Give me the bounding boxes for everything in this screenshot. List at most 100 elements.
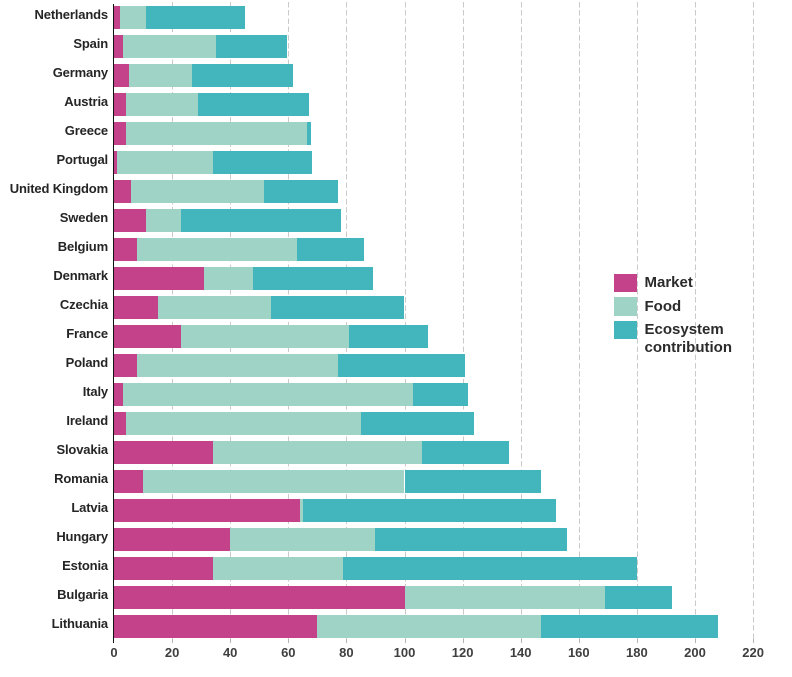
bar-segment-ecosystem-contribution: [180, 209, 341, 232]
x-tick-label-20: 20: [164, 645, 180, 660]
bar-segment-market: [114, 64, 129, 87]
bar-segment-market: [114, 238, 138, 261]
bar-segment-food: [212, 441, 422, 464]
bar-segment-food: [125, 93, 199, 116]
bar-segment-food: [299, 499, 303, 522]
bar-row-sweden: [114, 209, 341, 232]
gridline-160: [578, 2, 580, 641]
bar-row-czechia: [114, 296, 405, 319]
x-tick-180: [636, 638, 638, 643]
x-tick-200: [695, 638, 696, 643]
category-label-austria: Austria: [64, 94, 108, 110]
gridline-180: [636, 2, 638, 641]
gridline-200: [695, 2, 696, 641]
bar-segment-market: [114, 93, 126, 116]
bar-segment-market: [114, 151, 117, 174]
bar-row-greece: [114, 122, 311, 145]
category-label-bulgaria: Bulgaria: [57, 587, 108, 603]
bar-segment-market: [114, 615, 318, 638]
bar-segment-ecosystem-contribution: [604, 586, 672, 609]
bar-segment-ecosystem-contribution: [302, 499, 556, 522]
bar-segment-ecosystem-contribution: [307, 122, 311, 145]
bar-segment-food: [137, 238, 297, 261]
bar-segment-food: [122, 383, 414, 406]
bar-segment-food: [230, 528, 376, 551]
bar-segment-food: [204, 267, 254, 290]
x-tick-140: [520, 638, 522, 643]
x-tick-20: [172, 638, 174, 643]
bar-segment-food: [143, 470, 405, 493]
category-label-slovakia: Slovakia: [56, 442, 108, 458]
category-label-lithuania: Lithuania: [51, 616, 109, 632]
x-tick-label-180: 180: [626, 645, 648, 660]
bar-segment-ecosystem-contribution: [145, 6, 245, 29]
bar-row-bulgaria: [114, 586, 672, 609]
bar-segment-market: [114, 499, 300, 522]
x-tick-label-60: 60: [281, 645, 296, 660]
bar-segment-food: [180, 325, 350, 348]
bar-segment-food: [131, 180, 264, 203]
bar-segment-market: [114, 383, 123, 406]
bar-segment-market: [114, 122, 126, 145]
bar-row-ireland: [114, 412, 475, 435]
legend-label-food: Food: [644, 297, 682, 315]
bar-segment-ecosystem-contribution: [421, 441, 510, 464]
bar-segment-ecosystem-contribution: [263, 180, 338, 203]
bar-segment-market: [114, 6, 120, 29]
x-tick-label-0: 0: [110, 645, 118, 660]
bar-segment-food: [212, 557, 344, 580]
category-label-estonia: Estonia: [62, 558, 108, 574]
bar-segment-market: [114, 35, 123, 58]
bar-segment-market: [114, 180, 132, 203]
gridline-100: [404, 2, 406, 641]
bar-segment-ecosystem-contribution: [404, 470, 542, 493]
bar-segment-ecosystem-contribution: [343, 557, 637, 580]
bar-row-lithuania: [114, 615, 719, 638]
bar-segment-ecosystem-contribution: [270, 296, 405, 319]
bar-segment-food: [125, 122, 308, 145]
bar-segment-food: [157, 296, 271, 319]
category-label-romania: Romania: [54, 471, 108, 487]
x-tick-label-200: 200: [684, 645, 706, 660]
bar-segment-market: [114, 586, 405, 609]
bar-row-austria: [114, 93, 309, 116]
bar-segment-ecosystem-contribution: [349, 325, 428, 348]
legend-swatch-food: [613, 297, 637, 316]
x-tick-100: [404, 638, 406, 643]
bar-segment-ecosystem-contribution: [192, 64, 293, 87]
bar-segment-market: [114, 209, 146, 232]
bar-row-united-kingdom: [114, 180, 338, 203]
bar-segment-market: [114, 412, 126, 435]
bar-segment-market: [114, 296, 158, 319]
bar-row-slovakia: [114, 441, 510, 464]
x-tick-220: [753, 638, 755, 643]
bar-segment-market: [114, 470, 144, 493]
category-label-ireland: Ireland: [66, 413, 108, 429]
x-tick-label-120: 120: [451, 645, 474, 660]
x-tick-label-160: 160: [567, 645, 590, 660]
x-tick-label-140: 140: [509, 645, 532, 660]
category-label-czechia: Czechia: [59, 297, 108, 313]
x-tick-label-40: 40: [222, 645, 238, 660]
category-label-denmark: Denmark: [53, 268, 108, 284]
bar-segment-market: [114, 267, 205, 290]
bar-row-germany: [114, 64, 293, 87]
bar-segment-ecosystem-contribution: [198, 93, 309, 116]
bar-segment-ecosystem-contribution: [215, 35, 287, 58]
bar-segment-ecosystem-contribution: [541, 615, 719, 638]
bar-row-belgium: [114, 238, 364, 261]
category-label-greece: Greece: [64, 123, 108, 139]
x-tick-40: [230, 638, 232, 643]
bar-segment-market: [114, 354, 138, 377]
category-label-france: France: [66, 326, 108, 342]
bar-segment-market: [114, 528, 231, 551]
category-label-spain: Spain: [73, 36, 108, 52]
category-label-belgium: Belgium: [57, 239, 108, 255]
bar-segment-market: [114, 325, 181, 348]
bar-segment-ecosystem-contribution: [360, 412, 475, 435]
bar-row-italy: [114, 383, 469, 406]
bar-segment-food: [137, 354, 338, 377]
legend-label-market: Market: [644, 274, 693, 291]
bar-row-spain: [114, 35, 287, 58]
